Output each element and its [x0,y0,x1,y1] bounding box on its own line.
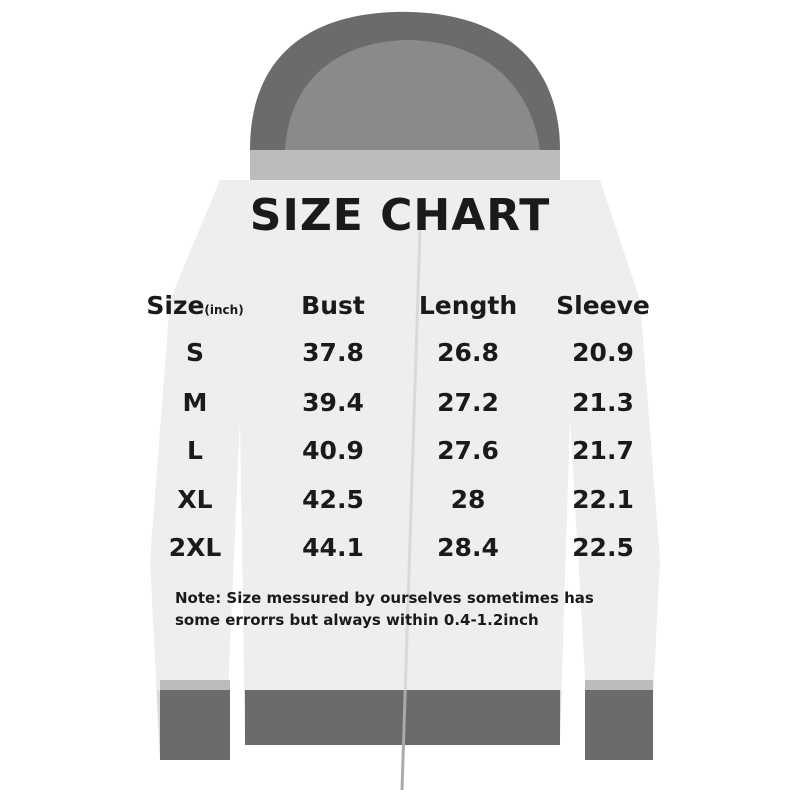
cell-size: 2XL [168,533,222,562]
cell-length: 28 [450,485,486,514]
cell-sleeve: 22.5 [572,533,634,562]
chart-backdrop [140,150,665,690]
cell-sleeve: 22.1 [572,485,634,514]
unit-label: (inch) [204,303,244,317]
size-label: Size [146,291,205,320]
right-cuff [585,680,653,760]
cell-bust: 42.5 [302,485,364,514]
column-header-sleeve: Sleeve [556,291,650,320]
size-chart-title: SIZE CHART [249,190,551,241]
column-header-size: Size(inch) [115,291,275,325]
left-cuff [160,680,230,760]
column-header-length: Length [418,291,518,320]
note-line-2: some errorrs but always within 0.4-1.2in… [175,611,539,629]
cell-size: S [185,338,204,367]
hood-lining [285,40,540,150]
cell-bust: 40.9 [302,436,364,465]
cell-length: 26.8 [437,338,499,367]
cell-size: L [187,436,203,465]
cell-sleeve: 20.9 [572,338,634,367]
cell-size: M [182,388,208,417]
column-header-bust: Bust [301,291,365,320]
cell-bust: 39.4 [302,388,364,417]
cell-sleeve: 21.3 [572,388,634,417]
cell-length: 27.6 [437,436,499,465]
cell-length: 27.2 [437,388,499,417]
cell-length: 28.4 [437,533,499,562]
note-line-1: Note: Size messured by ourselves sometim… [175,589,594,607]
size-note: Note: Size messured by ourselves sometim… [175,587,675,631]
cell-sleeve: 21.7 [572,436,634,465]
cell-bust: 37.8 [302,338,364,367]
cell-size: XL [177,485,213,514]
cell-bust: 44.1 [302,533,364,562]
